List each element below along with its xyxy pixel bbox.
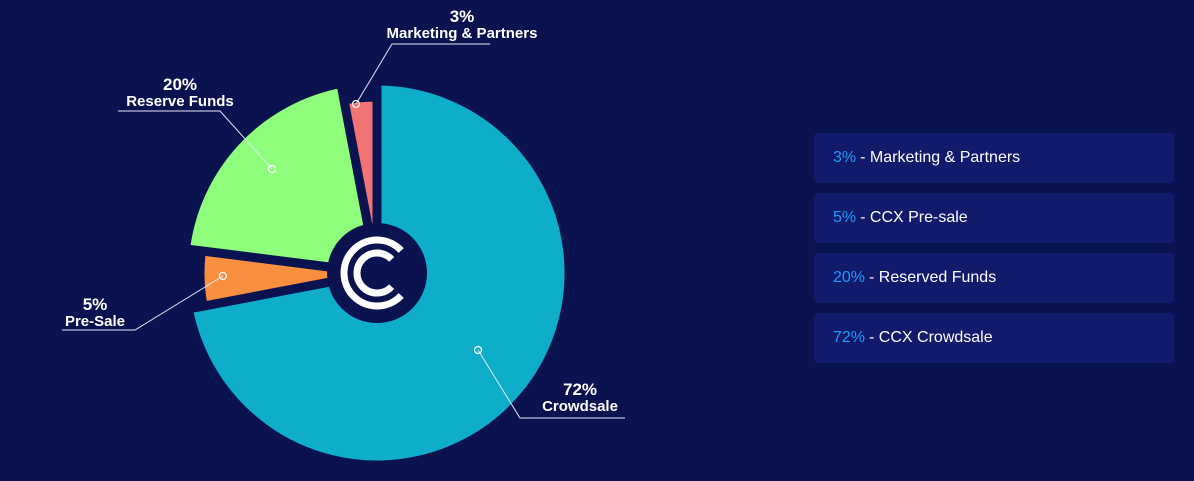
legend: 3% - Marketing & Partners 5% - CCX Pre-sal… [814, 133, 1174, 373]
legend-item-marketing: 3% - Marketing & Partners [814, 133, 1174, 183]
label-presale: 5% Pre-Sale [45, 296, 145, 330]
label-reserve-value: 20% [162, 75, 198, 94]
leader-reserve [118, 110, 273, 170]
legend-pct: 20% [833, 269, 866, 286]
legend-item-reserve: 20% - Reserved Funds [814, 253, 1174, 303]
legend-item-crowdsale: 72% - CCX Crowdsale [814, 313, 1174, 363]
leader-marketing-dot [351, 99, 361, 109]
legend-text: - CCX Pre-sale [860, 209, 968, 226]
leader-presale [62, 275, 224, 331]
legend-text: - Reserved Funds [869, 269, 997, 286]
legend-item-presale: 5% - CCX Pre-sale [814, 193, 1174, 243]
label-presale-name: Pre-Sale [64, 313, 126, 330]
leader-presale-dot [218, 271, 228, 281]
legend-pct: 5% [833, 209, 857, 226]
label-presale-value: 5% [82, 295, 108, 314]
legend-pct: 72% [833, 329, 866, 346]
legend-text: - Marketing & Partners [860, 149, 1021, 166]
label-reserve: 20% Reserve Funds [100, 76, 260, 110]
leader-crowdsale-dot [473, 345, 483, 355]
label-reserve-name: Reserve Funds [126, 93, 234, 110]
ccx-logo-icon [340, 236, 404, 310]
label-crowdsale-value: 72% [562, 380, 598, 399]
label-crowdsale: 72% Crowdsale [525, 381, 635, 415]
legend-text: - CCX Crowdsale [869, 329, 993, 346]
leader-reserve-dot [267, 164, 277, 174]
legend-pct: 3% [833, 149, 857, 166]
label-crowdsale-name: Crowdsale [542, 398, 618, 415]
slice-reserve [180, 78, 383, 279]
leader-crowdsale [477, 349, 625, 419]
label-marketing-value: 3% [449, 7, 475, 26]
label-marketing-name: Marketing & Partners [386, 25, 538, 42]
leader-marketing [355, 43, 490, 105]
label-marketing: 3% Marketing & Partners [362, 8, 562, 42]
